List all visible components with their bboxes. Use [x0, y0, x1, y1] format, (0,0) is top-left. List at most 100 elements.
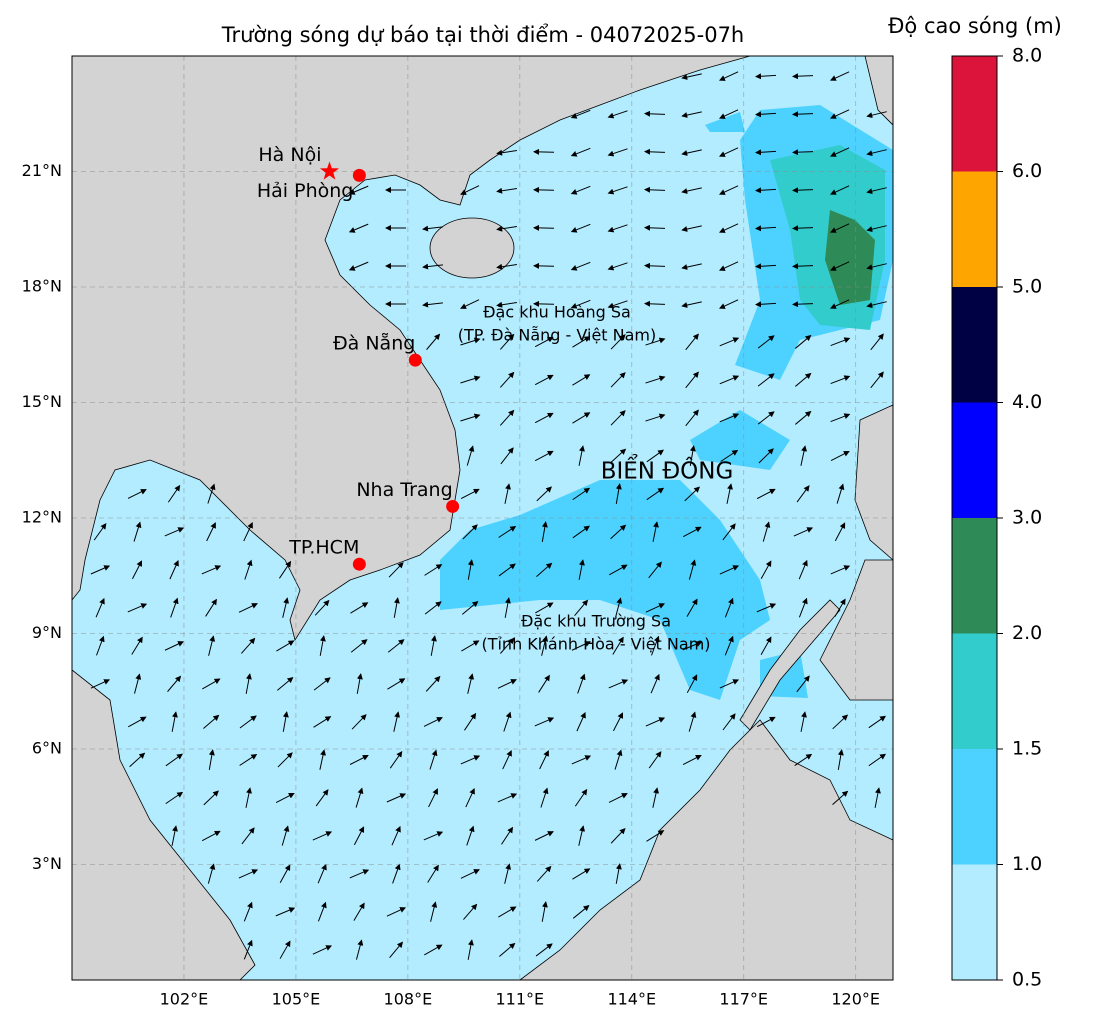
wave-arrow	[349, 869, 370, 879]
wave-arrow	[465, 788, 475, 808]
wave-arrow	[615, 863, 622, 884]
lon-tick-label: 105°E	[272, 990, 321, 1009]
wave-arrow	[572, 905, 590, 919]
lat-tick-label: 15°N	[22, 392, 62, 411]
wave-arrow	[424, 944, 443, 956]
wave-arrow	[795, 410, 812, 425]
wave-arrow	[874, 787, 881, 808]
wave-arrow	[570, 261, 591, 271]
wave-arrow	[386, 907, 406, 917]
wave-arrow	[496, 225, 517, 232]
lat-tick-label: 6°N	[32, 739, 62, 758]
wave-arrow	[610, 828, 626, 844]
wave-arrow	[646, 487, 665, 501]
wave-arrow	[795, 372, 812, 387]
wave-arrow	[645, 375, 666, 384]
wave-arrow	[312, 831, 333, 841]
wave-arrow	[90, 565, 111, 575]
land	[864, 56, 893, 126]
wave-arrow	[90, 679, 110, 689]
lat-tick-label: 21°N	[22, 161, 62, 180]
wave-arrow	[572, 868, 591, 880]
wave-arrow	[541, 521, 548, 542]
wave-arrow	[681, 301, 702, 308]
wave-arrow	[467, 939, 474, 960]
wave-arrow	[496, 263, 517, 270]
wave-arrow	[830, 413, 851, 423]
wave-arrow	[201, 565, 222, 575]
wave-arrow	[719, 261, 739, 271]
wave-arrow	[719, 185, 739, 195]
wave-arrow	[798, 559, 808, 580]
region-label: (TP. Đà Nẵng - Việt Nam)	[458, 326, 657, 345]
colorbar-tick-label: 0.5	[1012, 969, 1042, 991]
wave-arrow	[387, 639, 405, 653]
wave-arrow	[757, 335, 775, 349]
city-marker	[408, 353, 422, 367]
wave-arrow	[613, 712, 624, 732]
wave-arrow	[497, 793, 518, 803]
colorbar-tick-label: 4.0	[1012, 391, 1042, 413]
wave-arrow	[609, 564, 628, 576]
wave-arrow	[688, 711, 697, 732]
wave-arrow	[829, 71, 850, 81]
wave-arrow	[793, 527, 814, 537]
wave-arrow	[571, 641, 591, 651]
wave-arrow	[387, 678, 406, 690]
wave-arrow	[539, 750, 549, 770]
wave-arrow	[428, 788, 438, 808]
wave-arrow	[356, 673, 363, 694]
wave-arrow	[834, 598, 846, 617]
colorbar-bin	[952, 402, 997, 518]
wave-arrow	[203, 714, 220, 729]
wave-arrow	[719, 679, 740, 689]
wave-arrow	[645, 337, 666, 346]
wave-arrow	[422, 263, 443, 270]
wave-arrow	[319, 749, 326, 770]
wave-arrow	[646, 449, 664, 463]
wave-arrow	[463, 903, 478, 920]
wave-arrow	[610, 334, 626, 350]
wave-arrow	[829, 261, 850, 271]
wave-arrow	[239, 753, 258, 766]
wave-arrow	[685, 371, 699, 389]
wave-arrow	[350, 639, 368, 653]
wave-arrow	[430, 901, 438, 922]
wave-arrow	[353, 826, 365, 846]
wave-arrow	[534, 450, 554, 462]
wave-arrow	[279, 940, 291, 959]
wave-arrow	[503, 711, 512, 732]
wave-arrow	[574, 788, 588, 807]
wave-arrow	[719, 565, 740, 575]
wave-arrow	[645, 603, 665, 613]
wave-arrow	[719, 223, 739, 233]
wave-arrow	[460, 185, 480, 195]
wave-arrow	[644, 224, 666, 231]
wave-arrow	[644, 300, 666, 307]
wave-arrow	[615, 483, 622, 504]
wave-arrow	[830, 375, 851, 385]
wave-arrow	[572, 412, 591, 424]
lon-tick-label: 117°E	[719, 990, 768, 1009]
wave-arrow	[460, 337, 481, 346]
wave-arrow	[238, 603, 258, 613]
wave-arrow	[724, 635, 734, 656]
wave-arrow	[834, 522, 846, 542]
wave-arrow	[498, 525, 517, 538]
land	[854, 404, 893, 561]
title: Trường sóng dự báo tại thời điểm - 04072…	[221, 23, 744, 47]
wave-arrow	[755, 263, 777, 270]
wave-arrow	[313, 716, 332, 728]
lat-tick-label: 9°N	[32, 623, 62, 642]
wave-arrow	[538, 674, 550, 693]
wave-arrow	[96, 635, 105, 656]
wave-arrow	[201, 830, 221, 842]
wave-arrow	[393, 711, 401, 732]
wave-arrow	[355, 939, 364, 960]
wave-arrow	[800, 711, 807, 732]
wave-arrow	[461, 640, 480, 652]
wave-arrow	[386, 793, 407, 803]
wave-arrow	[464, 712, 477, 731]
wave-arrow	[644, 186, 666, 193]
